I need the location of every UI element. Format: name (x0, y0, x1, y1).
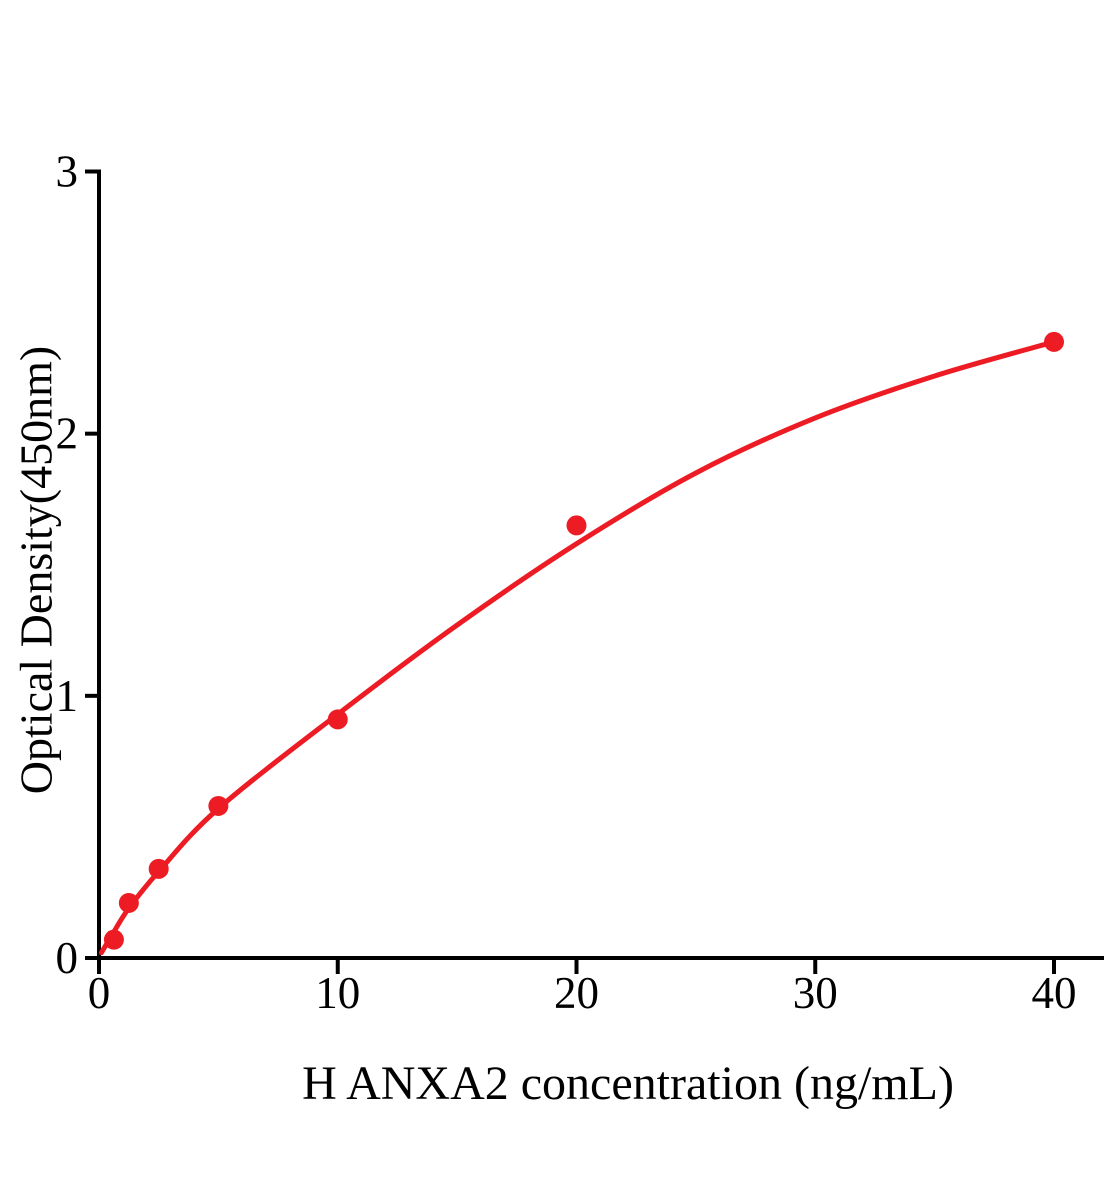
y-tick-label: 1 (56, 671, 79, 721)
y-tick-label: 3 (56, 147, 79, 197)
data-point (103, 929, 124, 950)
x-axis-title: H ANXA2 concentration (ng/mL) (302, 1057, 954, 1110)
fit-curve (98, 339, 1057, 956)
x-tick-label: 10 (315, 968, 360, 1018)
x-tick-label: 40 (1032, 968, 1077, 1018)
data-point (566, 515, 587, 536)
y-tick-label: 0 (56, 933, 79, 983)
x-tick-label: 30 (793, 968, 838, 1018)
data-point (148, 858, 169, 879)
y-axis-title: Optical Density(450nm) (10, 345, 62, 795)
data-point (327, 709, 348, 730)
x-tick-label: 20 (554, 968, 599, 1018)
data-point (1044, 331, 1064, 352)
data-point (118, 892, 139, 913)
x-tick-label: 0 (88, 968, 111, 1018)
data-point (208, 795, 229, 816)
y-tick-label: 2 (56, 409, 79, 459)
